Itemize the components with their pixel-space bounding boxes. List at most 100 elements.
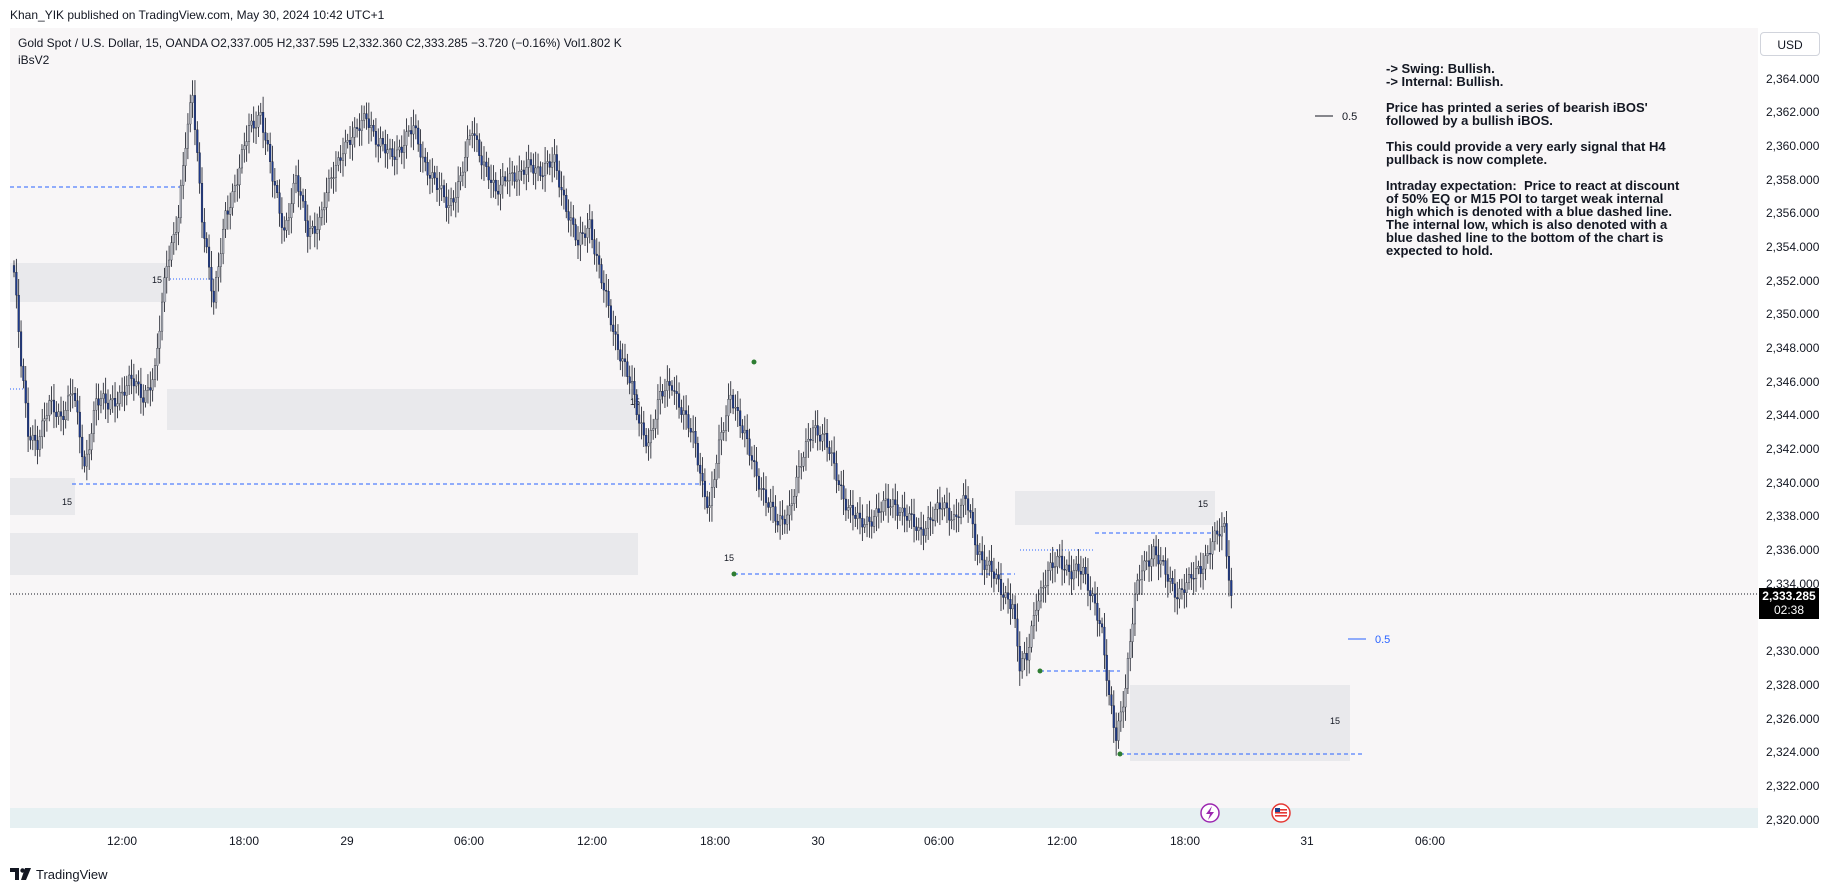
indicator-legend[interactable]: iBsV2 — [18, 53, 50, 67]
swing-dot — [1117, 751, 1123, 757]
bull-candle — [873, 516, 876, 527]
bull-candle — [962, 495, 965, 506]
bear-candle — [149, 387, 152, 391]
bull-candle — [316, 229, 319, 234]
bear-candle — [297, 175, 300, 192]
bear-candle — [252, 120, 255, 129]
bear-candle — [266, 140, 269, 145]
bear-candle — [1173, 583, 1176, 598]
bear-candle — [781, 515, 784, 520]
symbol-legend[interactable]: Gold Spot / U.S. Dollar, 15, OANDA O2,33… — [18, 36, 622, 50]
bear-candle — [513, 172, 516, 182]
bear-candle — [842, 485, 845, 500]
bull-candle — [501, 176, 504, 186]
bear-candle — [12, 265, 16, 273]
bull-candle — [175, 232, 178, 235]
bear-candle — [269, 144, 272, 162]
bear-candle — [19, 331, 23, 367]
bull-candle — [111, 398, 114, 401]
tradingview-footer[interactable]: TradingView — [10, 864, 108, 884]
bear-candle — [783, 519, 786, 525]
bear-candle — [433, 172, 436, 179]
bull-candle — [341, 153, 345, 161]
bear-candle — [24, 380, 27, 404]
bull-candle — [450, 198, 453, 206]
bull-candle — [1042, 586, 1045, 589]
bear-candle — [445, 196, 448, 208]
bear-candle — [1183, 589, 1186, 593]
bull-candle — [713, 479, 716, 488]
bull-candle — [50, 399, 53, 402]
bull-candle — [438, 188, 441, 190]
bear-candle — [922, 529, 925, 536]
bear-candle — [870, 521, 873, 527]
bear-candle — [887, 498, 890, 508]
bull-candle — [1143, 560, 1146, 572]
bull-candle — [325, 192, 328, 208]
bull-candle — [1187, 574, 1191, 583]
bull-candle — [663, 390, 666, 397]
bull-candle — [640, 422, 643, 424]
bear-candle — [132, 378, 135, 387]
bear-candle — [276, 185, 279, 194]
bear-candle — [1112, 705, 1115, 728]
lightning-event-icon[interactable] — [1200, 803, 1220, 823]
bull-candle — [285, 220, 288, 231]
time-axis[interactable]: 12:00 18:00 29 06:00 12:00 18:00 30 06:00 12:00 1… — [10, 828, 1758, 852]
bear-candle — [732, 394, 735, 409]
bull-candle — [743, 429, 746, 434]
bear-candle — [442, 185, 446, 198]
bear-candle — [1227, 556, 1231, 581]
candlestick-chart[interactable]: 15 15 15 15 15 15 0.5 0.5 — [10, 28, 1758, 828]
bull-candle — [1126, 658, 1129, 689]
bear-candle — [1096, 602, 1099, 621]
currency-button[interactable]: USD — [1760, 32, 1820, 56]
bear-candle — [955, 514, 958, 517]
bull-candle — [520, 169, 523, 172]
time-tick-label: 18:00 — [228, 834, 260, 848]
bear-candle — [920, 527, 923, 530]
bear-candle — [391, 148, 394, 158]
bear-candle — [34, 434, 37, 441]
bull-candle — [482, 161, 486, 166]
bull-candle — [692, 431, 695, 433]
price-tick-label: 2,342.000 — [1766, 442, 1820, 457]
bear-candle — [339, 157, 342, 161]
bull-candle — [950, 519, 953, 522]
bull-candle — [1058, 555, 1061, 558]
bull-candle — [511, 172, 514, 174]
bear-candle — [910, 513, 913, 515]
bear-candle — [1148, 560, 1151, 567]
bull-candle — [165, 266, 168, 278]
bear-candle — [764, 489, 768, 503]
bull-candle — [158, 330, 161, 349]
bear-candle — [981, 551, 984, 561]
bull-candle — [1129, 641, 1132, 659]
bear-candle — [635, 394, 638, 415]
candles[interactable] — [12, 80, 1233, 756]
bull-candle — [659, 391, 662, 400]
bull-candle — [1037, 600, 1040, 611]
chart-canvas[interactable]: 15 15 15 15 15 15 0.5 0.5 — [10, 28, 1758, 828]
last-price-badge: 2,333.285 02:38 — [1759, 588, 1819, 619]
bear-candle — [1051, 562, 1054, 568]
price-tick-label: 2,340.000 — [1766, 475, 1820, 490]
price-axis[interactable]: 2,366.0002,364.0002,362.0002,360.0002,35… — [1758, 28, 1835, 828]
time-tick-label: 18:00 — [1169, 834, 1201, 848]
price-tick-label: 2,358.000 — [1766, 172, 1820, 187]
bull-candle — [515, 179, 518, 182]
bear-candle — [414, 125, 417, 129]
bull-candle — [666, 381, 669, 391]
bull-candle — [795, 476, 798, 497]
time-tick-label: 06:00 — [453, 834, 485, 848]
bear-candle — [262, 112, 265, 133]
us-flag-event-icon[interactable] — [1271, 803, 1291, 823]
bear-candle — [689, 428, 692, 433]
price-tick-label: 2,328.000 — [1766, 677, 1820, 692]
bull-candle — [546, 161, 549, 164]
bear-candle — [123, 391, 126, 396]
bull-candle — [440, 185, 443, 189]
bear-candle — [896, 504, 899, 516]
bear-candle — [426, 161, 429, 176]
bear-candle — [595, 253, 598, 256]
